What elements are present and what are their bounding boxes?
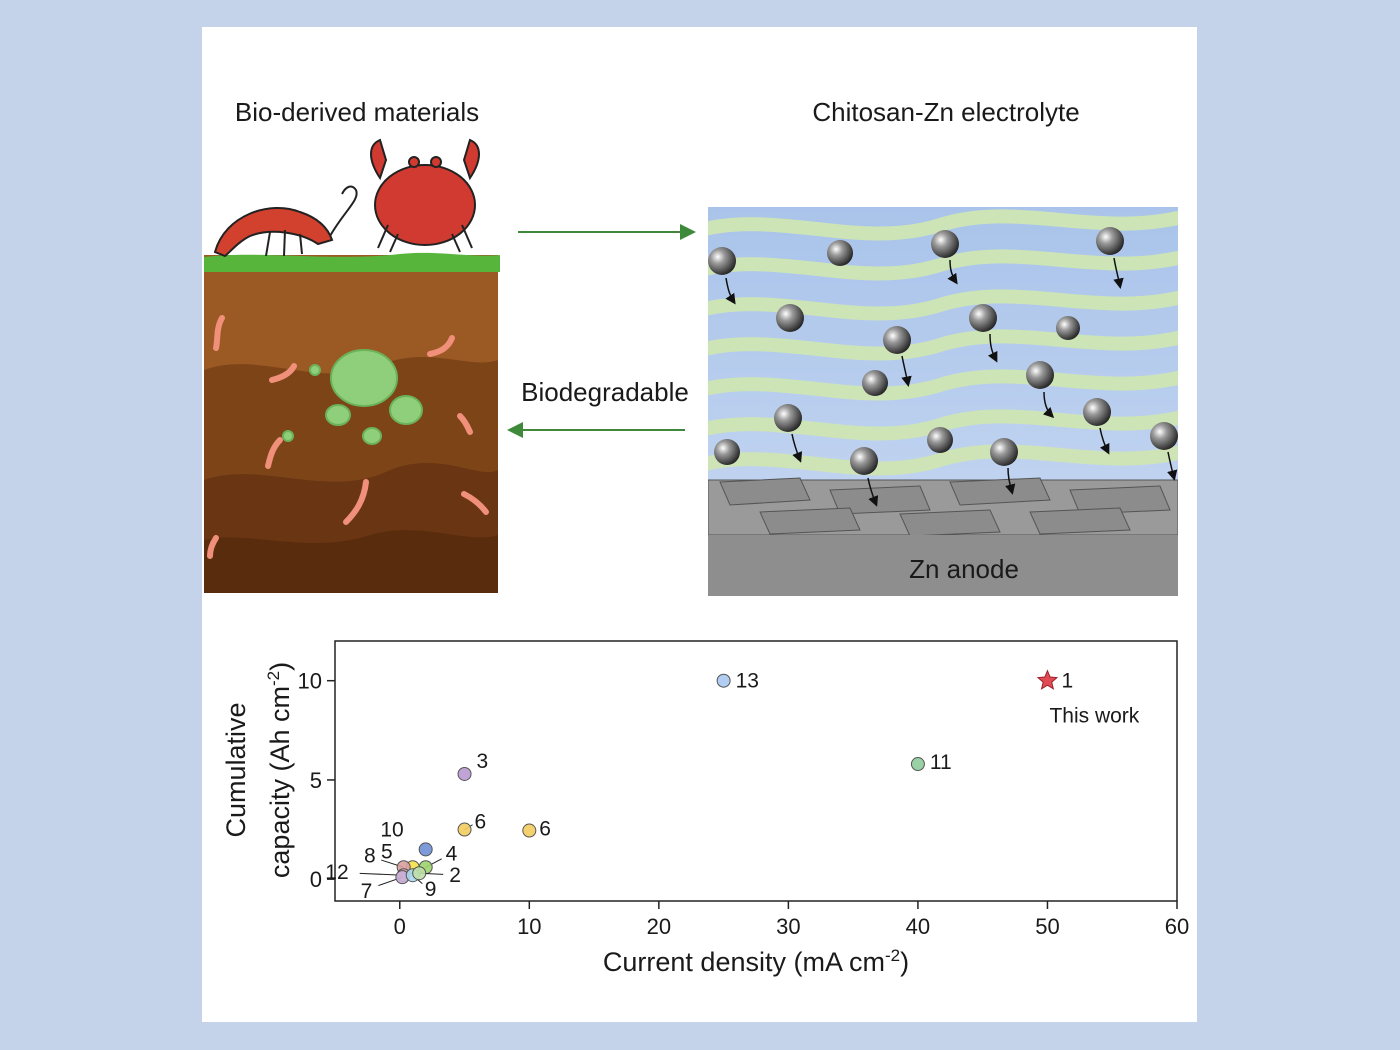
left-title: Bio-derived materials xyxy=(235,97,479,127)
point xyxy=(716,673,731,688)
point xyxy=(910,757,925,772)
y-tick-label: 10 xyxy=(298,669,322,694)
point xyxy=(412,866,427,881)
electrolyte-illustration xyxy=(708,207,1178,596)
point-label: 1 xyxy=(1061,670,1073,693)
y-axis-title-1: Cumulative xyxy=(221,702,251,837)
x-tick-label: 40 xyxy=(906,914,930,939)
point-label: 8 xyxy=(364,844,376,867)
x-title-text: Current density (mA cm xyxy=(603,947,885,977)
point xyxy=(457,766,472,781)
point-label: 13 xyxy=(736,670,759,693)
point-label: 3 xyxy=(477,750,489,773)
anode-label: Zn anode xyxy=(909,554,1019,584)
x-tick-label: 30 xyxy=(776,914,800,939)
x-title-sup: -2 xyxy=(885,946,900,965)
y-title-text: capacity (Ah cm xyxy=(265,686,295,878)
point xyxy=(457,822,472,837)
point-label: 2 xyxy=(449,864,461,887)
annotation: This work xyxy=(1049,705,1139,728)
point-label: 11 xyxy=(930,751,952,774)
point-label: 6 xyxy=(539,818,551,841)
x-tick-label: 60 xyxy=(1165,914,1189,939)
shrimp xyxy=(213,185,358,258)
plot-frame xyxy=(334,640,1178,902)
y-tick-label: 5 xyxy=(310,768,322,793)
y-title-end: ) xyxy=(265,662,295,671)
arrow-label: Biodegradable xyxy=(521,377,689,407)
point-label: 4 xyxy=(446,842,458,865)
y-tick-label: 0 xyxy=(310,867,322,892)
y-title-sup: -2 xyxy=(264,671,283,686)
point-star xyxy=(1036,669,1059,690)
point xyxy=(418,842,433,857)
crab xyxy=(370,138,480,253)
x-tick-label: 50 xyxy=(1035,914,1059,939)
point-label: 9 xyxy=(425,878,437,901)
point xyxy=(522,823,537,838)
x-tick-label: 20 xyxy=(647,914,671,939)
point-label: 5 xyxy=(381,840,393,863)
x-axis-title: Current density (mA cm-2) xyxy=(603,946,909,977)
point-label: 7 xyxy=(361,880,373,903)
point-label: 12 xyxy=(325,861,348,884)
x-tick-label: 0 xyxy=(394,914,406,939)
soil-illustration xyxy=(204,255,498,593)
right-title: Chitosan-Zn electrolyte xyxy=(812,97,1079,127)
chart: Current density (mA cm-2) Cumulative cap… xyxy=(221,640,1189,977)
y-axis-title-2: capacity (Ah cm-2) xyxy=(264,662,295,878)
point-label: 6 xyxy=(475,811,487,834)
x-tick-label: 10 xyxy=(517,914,541,939)
x-title-end: ) xyxy=(900,947,909,977)
point-label: 10 xyxy=(380,818,403,841)
grass xyxy=(204,252,500,272)
